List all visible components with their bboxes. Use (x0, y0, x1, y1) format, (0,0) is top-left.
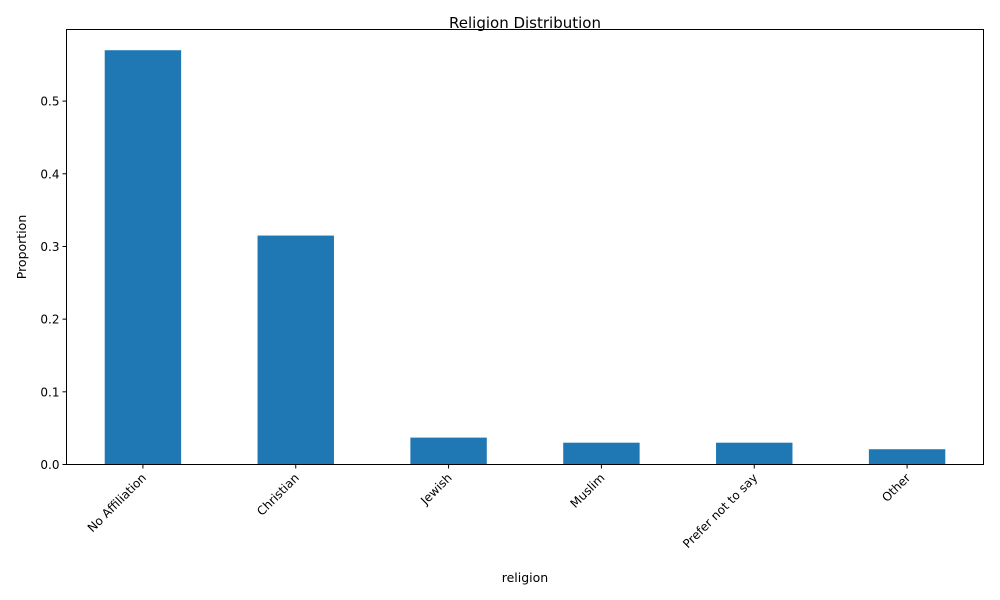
x-tick-label: Prefer not to say (680, 471, 760, 551)
x-tick-label: Christian (254, 471, 302, 519)
x-tick-label: Muslim (568, 471, 608, 511)
y-axis-label: Proportion (14, 215, 29, 280)
y-tick-label: 0.0 (40, 458, 59, 472)
x-axis-label: religion (502, 570, 548, 585)
plot-frame (66, 29, 984, 465)
x-tick-label: Jewish (417, 471, 454, 508)
x-tick-label: No Affiliation (85, 471, 149, 535)
bar-other (868, 449, 946, 465)
y-tick-label: 0.2 (40, 313, 59, 327)
y-tick-label: 0.5 (40, 95, 59, 109)
y-tick-label: 0.3 (40, 240, 59, 254)
bars-group (104, 50, 946, 465)
y-tick-label: 0.1 (40, 385, 59, 399)
bar-no-affiliation (104, 50, 182, 465)
y-tick-label: 0.4 (40, 167, 59, 181)
x-axis: No Affiliation Christian Jewish Muslim Prefe… (85, 464, 913, 551)
bar-jewish (410, 437, 487, 465)
bar-muslim (563, 442, 640, 465)
y-axis: 0.0 0.1 0.2 0.3 0.4 0.5 (40, 95, 67, 472)
bar-prefer-not-to-say (716, 442, 793, 465)
x-tick-label: Other (879, 471, 913, 505)
chart-title: Religion Distribution (449, 14, 601, 32)
bar-christian (257, 235, 334, 465)
